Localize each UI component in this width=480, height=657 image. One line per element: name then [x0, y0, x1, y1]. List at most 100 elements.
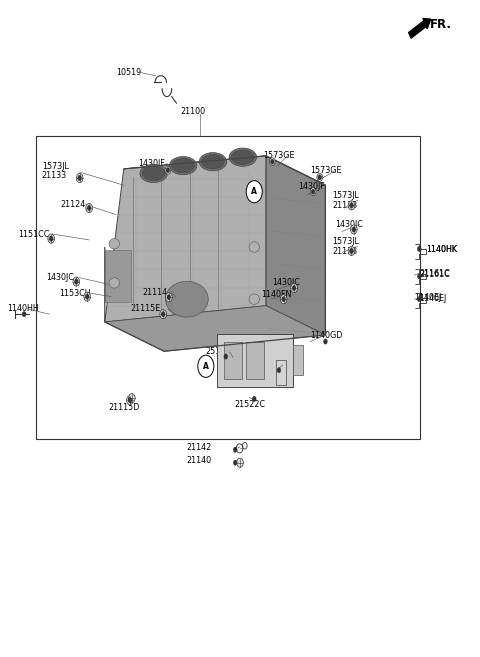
Text: 1573JL
21133: 1573JL 21133 [333, 191, 360, 210]
Text: 1153CH: 1153CH [59, 289, 90, 298]
Circle shape [233, 460, 237, 465]
Text: 21142: 21142 [187, 443, 212, 451]
Circle shape [317, 173, 323, 181]
Circle shape [73, 277, 80, 286]
Circle shape [86, 204, 93, 213]
Circle shape [85, 294, 89, 299]
Text: 21115D: 21115D [108, 403, 140, 413]
Text: 1140HH: 1140HH [8, 304, 39, 313]
Text: A: A [252, 187, 257, 196]
Text: 21124: 21124 [60, 200, 86, 209]
Text: 1430JC: 1430JC [335, 220, 363, 229]
Circle shape [318, 175, 322, 180]
Text: 21115E: 21115E [130, 304, 160, 313]
Text: 1573JL
21133: 1573JL 21133 [333, 237, 360, 256]
Ellipse shape [199, 152, 227, 171]
Circle shape [291, 284, 298, 292]
Circle shape [418, 246, 421, 252]
Circle shape [237, 458, 243, 467]
Polygon shape [124, 156, 325, 198]
Text: 21119B: 21119B [261, 361, 292, 369]
Circle shape [246, 181, 262, 203]
Text: 1430JC: 1430JC [272, 279, 300, 287]
Circle shape [22, 311, 26, 317]
Text: 21100: 21100 [180, 107, 206, 116]
Ellipse shape [172, 158, 194, 173]
Bar [36, 136, 420, 440]
Polygon shape [105, 250, 131, 302]
Text: A: A [203, 362, 209, 371]
Circle shape [48, 234, 55, 243]
Text: 10519: 10519 [116, 68, 141, 77]
Ellipse shape [109, 238, 120, 249]
Circle shape [167, 294, 171, 300]
Text: 1430JF: 1430JF [138, 158, 165, 168]
Circle shape [418, 296, 421, 302]
Circle shape [224, 354, 228, 359]
Circle shape [350, 225, 357, 234]
Text: FR.: FR. [430, 18, 452, 32]
Text: 21114: 21114 [143, 288, 168, 297]
Circle shape [160, 309, 167, 319]
Circle shape [49, 236, 53, 241]
Text: 1573GE: 1573GE [310, 166, 342, 175]
Circle shape [349, 248, 353, 254]
Ellipse shape [166, 281, 208, 317]
Circle shape [348, 246, 355, 256]
Circle shape [292, 286, 296, 290]
Circle shape [74, 279, 78, 284]
Polygon shape [105, 306, 325, 351]
Text: 1573GE: 1573GE [263, 151, 294, 160]
Text: 1573JL
21133: 1573JL 21133 [42, 162, 69, 180]
Circle shape [128, 397, 132, 403]
Bar [246, 342, 264, 379]
Circle shape [84, 292, 91, 301]
Circle shape [349, 203, 353, 208]
Text: 21161C: 21161C [420, 270, 450, 279]
Circle shape [233, 447, 237, 452]
Bar [217, 334, 293, 387]
Circle shape [252, 396, 256, 401]
Text: 1140GD: 1140GD [310, 330, 343, 340]
Circle shape [76, 173, 83, 183]
Text: 1140FN: 1140FN [261, 290, 292, 299]
Ellipse shape [140, 164, 168, 183]
Circle shape [78, 175, 82, 181]
Circle shape [324, 339, 327, 344]
Text: 21161C: 21161C [420, 269, 450, 278]
Circle shape [352, 227, 356, 232]
Text: 25124D: 25124D [206, 348, 237, 357]
Circle shape [348, 201, 355, 210]
Circle shape [282, 296, 286, 302]
Circle shape [161, 311, 165, 317]
Bar [224, 342, 242, 379]
Ellipse shape [231, 150, 254, 164]
Circle shape [129, 394, 135, 403]
Ellipse shape [202, 154, 224, 169]
Text: 1140HK: 1140HK [426, 244, 457, 254]
Text: 21140: 21140 [187, 456, 212, 465]
Ellipse shape [229, 148, 257, 166]
Circle shape [127, 396, 133, 405]
Text: 1140EJ: 1140EJ [415, 293, 442, 302]
Circle shape [198, 355, 214, 377]
Text: 1140EJ: 1140EJ [420, 294, 446, 303]
Circle shape [165, 166, 171, 174]
Circle shape [87, 206, 91, 211]
Circle shape [269, 158, 275, 166]
Circle shape [311, 189, 315, 194]
Ellipse shape [142, 166, 165, 181]
Circle shape [166, 168, 170, 173]
Circle shape [310, 188, 316, 196]
Ellipse shape [249, 242, 260, 252]
Text: 1430JC: 1430JC [47, 273, 74, 283]
Circle shape [280, 294, 287, 304]
Ellipse shape [109, 278, 120, 288]
Circle shape [418, 274, 421, 279]
Text: 1430JF: 1430JF [298, 182, 324, 191]
Ellipse shape [169, 156, 197, 175]
Bar [293, 346, 302, 375]
FancyArrow shape [408, 18, 431, 38]
Circle shape [277, 367, 281, 373]
Bar [276, 361, 286, 385]
